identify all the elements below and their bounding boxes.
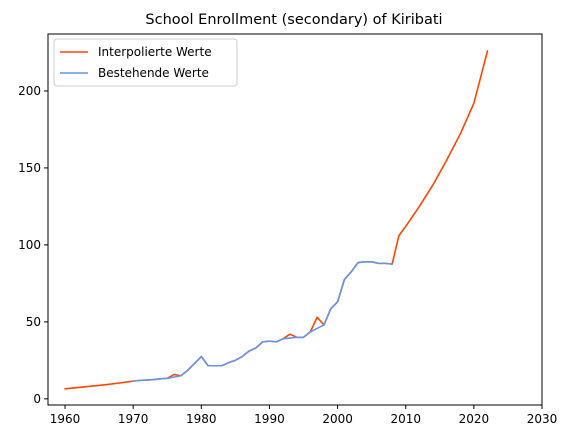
legend-label: Interpolierte Werte [98, 45, 212, 59]
x-tick-label: 1980 [186, 412, 217, 426]
y-tick-label: 50 [26, 315, 41, 329]
x-tick-label: 2010 [390, 412, 421, 426]
chart-title: School Enrollment (secondary) of Kiribat… [145, 12, 442, 28]
x-tick-label: 1970 [118, 412, 149, 426]
legend-label: Bestehende Werte [98, 66, 209, 80]
legend-box [53, 38, 238, 87]
y-tick-label: 200 [18, 84, 41, 98]
series-line-existing [132, 261, 393, 382]
y-tick-label: 100 [18, 238, 41, 252]
plot-area [64, 50, 489, 390]
x-axis: 1960 1970 1980 1990 2000 2010 2020 2030 [50, 405, 558, 426]
x-tick-label: 2020 [459, 412, 490, 426]
x-tick-label: 1990 [254, 412, 285, 426]
legend: Interpolierte Werte Bestehende Werte [53, 38, 238, 87]
x-tick-label: 2000 [322, 412, 353, 426]
y-tick-label: 0 [33, 392, 41, 406]
x-tick-label: 2030 [527, 412, 558, 426]
plot-frame [47, 33, 543, 406]
x-tick-label: 1960 [50, 412, 81, 426]
y-tick-label: 150 [18, 161, 41, 175]
y-axis: 0 50 100 150 200 [18, 84, 48, 406]
series-line-interpolated [64, 50, 489, 390]
